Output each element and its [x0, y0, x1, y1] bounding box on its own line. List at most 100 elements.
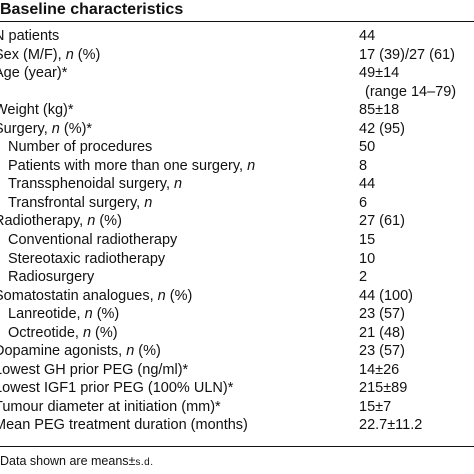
row-label-text: Radiosurgery: [8, 269, 95, 286]
table-row: Lowest IGF1 prior PEG (100% ULN)* 215±89: [0, 379, 474, 398]
row-value: 10: [359, 250, 376, 267]
row-value: 15±7: [359, 398, 392, 415]
row-label-text: Somatostatin analogues,: [0, 287, 158, 304]
row-label-suffix: (%): [95, 213, 122, 230]
footer-rule: [0, 446, 474, 447]
table-row: Patients with more than one surgery, n 8: [0, 157, 474, 176]
row-value: 27 (61): [359, 213, 405, 230]
row-value: 44: [359, 176, 376, 193]
row-label-text: Weight (kg)*: [0, 102, 74, 119]
row-label-italic: n: [174, 176, 183, 193]
row-value: 23 (57): [359, 306, 405, 323]
table-row: Lanreotide, n (%) 23 (57): [0, 305, 474, 324]
row-value: 42 (95): [359, 120, 405, 137]
row-label-text: Octreotide,: [8, 324, 83, 341]
row-label: Stereotaxic radiotherapy: [8, 250, 165, 269]
row-label: Mean PEG treatment duration (months): [0, 416, 248, 435]
row-value: 17 (39)/27 (61): [359, 46, 455, 63]
row-label-text: Lanreotide,: [8, 306, 85, 323]
table-row: Transsphenoidal surgery, n 44: [0, 175, 474, 194]
row-label-suffix: (%): [91, 324, 118, 341]
row-value: 2: [359, 269, 368, 286]
footnote-text: Data shown are means±: [0, 454, 136, 468]
row-label-italic: n: [157, 287, 166, 304]
table-row: Mean PEG treatment duration (months) 22.7…: [0, 416, 474, 435]
row-label-suffix: (%): [134, 343, 161, 360]
table-title: Baseline characteristics: [0, 1, 184, 18]
row-label-text: Dopamine agonists,: [0, 343, 127, 360]
row-label: Transsphenoidal surgery, n: [8, 175, 182, 194]
row-label-italic: n: [65, 46, 74, 63]
row-label-text: Stereotaxic radiotherapy: [8, 250, 166, 267]
row-label-text: Surgery,: [0, 120, 48, 137]
row-label: Lowest IGF1 prior PEG (100% ULN)*: [0, 379, 233, 398]
row-label-text: Transfrontal surgery,: [8, 194, 145, 211]
row-value: 8: [359, 157, 368, 174]
row-value: 215±89: [359, 380, 408, 397]
row-label-text: Number of procedures: [8, 139, 153, 156]
row-label-text: Tumour diameter at initiation (mm)*: [0, 398, 221, 415]
table-row: Transfrontal surgery, n 6: [0, 194, 474, 213]
footnote: Data shown are means±s.d.: [0, 452, 154, 472]
row-label: Transfrontal surgery, n: [8, 194, 152, 213]
row-value: (range 14–79): [365, 83, 457, 100]
table-row: Stereotaxic radiotherapy 10: [0, 250, 474, 269]
row-value: 22.7±11.2: [359, 417, 423, 434]
row-label: Patients with more than one surgery, n: [8, 157, 255, 176]
row-value: 21 (48): [359, 324, 405, 341]
table-body: N patients 44 Sex (M/F), n (%) 17 (39)/27 (…: [0, 27, 474, 435]
row-label-text: N patients: [0, 28, 60, 44]
table-row: (range 14–79): [0, 83, 474, 102]
row-label-italic: n: [82, 324, 92, 341]
table-row: Octreotide, n (%) 21 (48): [0, 324, 474, 343]
row-label: Somatostatin analogues, n (%): [0, 287, 192, 306]
row-label-suffix: (%): [92, 306, 120, 323]
table-row: Somatostatin analogues, n (%) 44 (100): [0, 287, 474, 306]
row-label: Lanreotide, n (%): [8, 305, 119, 324]
table-row: Lowest GH prior PEG (ng/ml)* 14±26: [0, 361, 474, 380]
row-label: Octreotide, n (%): [8, 324, 118, 343]
table-row: Weight (kg)* 85±18: [0, 101, 474, 120]
table-row: Sex (M/F), n (%) 17 (39)/27 (61): [0, 46, 474, 65]
row-label-suffix: (%): [165, 287, 193, 304]
row-value: 44: [359, 28, 376, 44]
row-label: Tumour diameter at initiation (mm)*: [0, 398, 221, 417]
row-label: Lowest GH prior PEG (ng/ml)*: [0, 361, 188, 380]
row-value: 49±14: [359, 65, 400, 82]
row-value: 85±18: [359, 102, 400, 119]
row-label: Weight (kg)*: [0, 101, 74, 120]
row-label: Surgery, n (%)*: [0, 120, 92, 139]
row-label-text: Lowest IGF1 prior PEG (100% ULN)*: [0, 380, 234, 397]
table-row: N patients 44: [0, 27, 474, 46]
row-label: Conventional radiotherapy: [8, 231, 177, 250]
table-row: Surgery, n (%)* 42 (95): [0, 120, 474, 139]
row-label-italic: n: [144, 194, 153, 211]
row-label-suffix: (%): [73, 46, 101, 63]
row-label-text: Sex (M/F),: [0, 46, 66, 63]
footnote-sd: s.d.: [135, 457, 154, 468]
row-label-italic: n: [247, 157, 256, 174]
row-label-suffix: (%)*: [59, 120, 93, 137]
row-label-text: Age (year)*: [0, 65, 68, 82]
row-value: 6: [359, 194, 368, 211]
row-value: 50: [359, 139, 376, 156]
row-label-italic: n: [51, 120, 60, 137]
row-label-text: Lowest GH prior PEG (ng/ml)*: [0, 361, 189, 378]
table-row: Number of procedures 50: [0, 138, 474, 157]
header-rule: [0, 21, 474, 22]
row-label-text: Mean PEG treatment duration (months): [0, 417, 248, 434]
row-label: Dopamine agonists, n (%): [0, 342, 161, 361]
row-value: 23 (57): [359, 343, 405, 360]
row-label-italic: n: [87, 213, 96, 230]
row-value: 44 (100): [359, 287, 414, 304]
row-label-text: Patients with more than one surgery,: [8, 157, 248, 174]
row-label-text: Radiotherapy,: [0, 213, 88, 230]
row-value: 14±26: [359, 361, 400, 378]
table-row: Conventional radiotherapy 15: [0, 231, 474, 250]
table-row: Age (year)* 49±14: [0, 64, 474, 83]
row-label: Radiosurgery: [8, 268, 94, 287]
row-label-italic: n: [126, 343, 135, 360]
row-label: Age (year)*: [0, 64, 67, 83]
row-label: N patients: [0, 27, 59, 46]
table-row: Radiotherapy, n (%) 27 (61): [0, 212, 474, 231]
